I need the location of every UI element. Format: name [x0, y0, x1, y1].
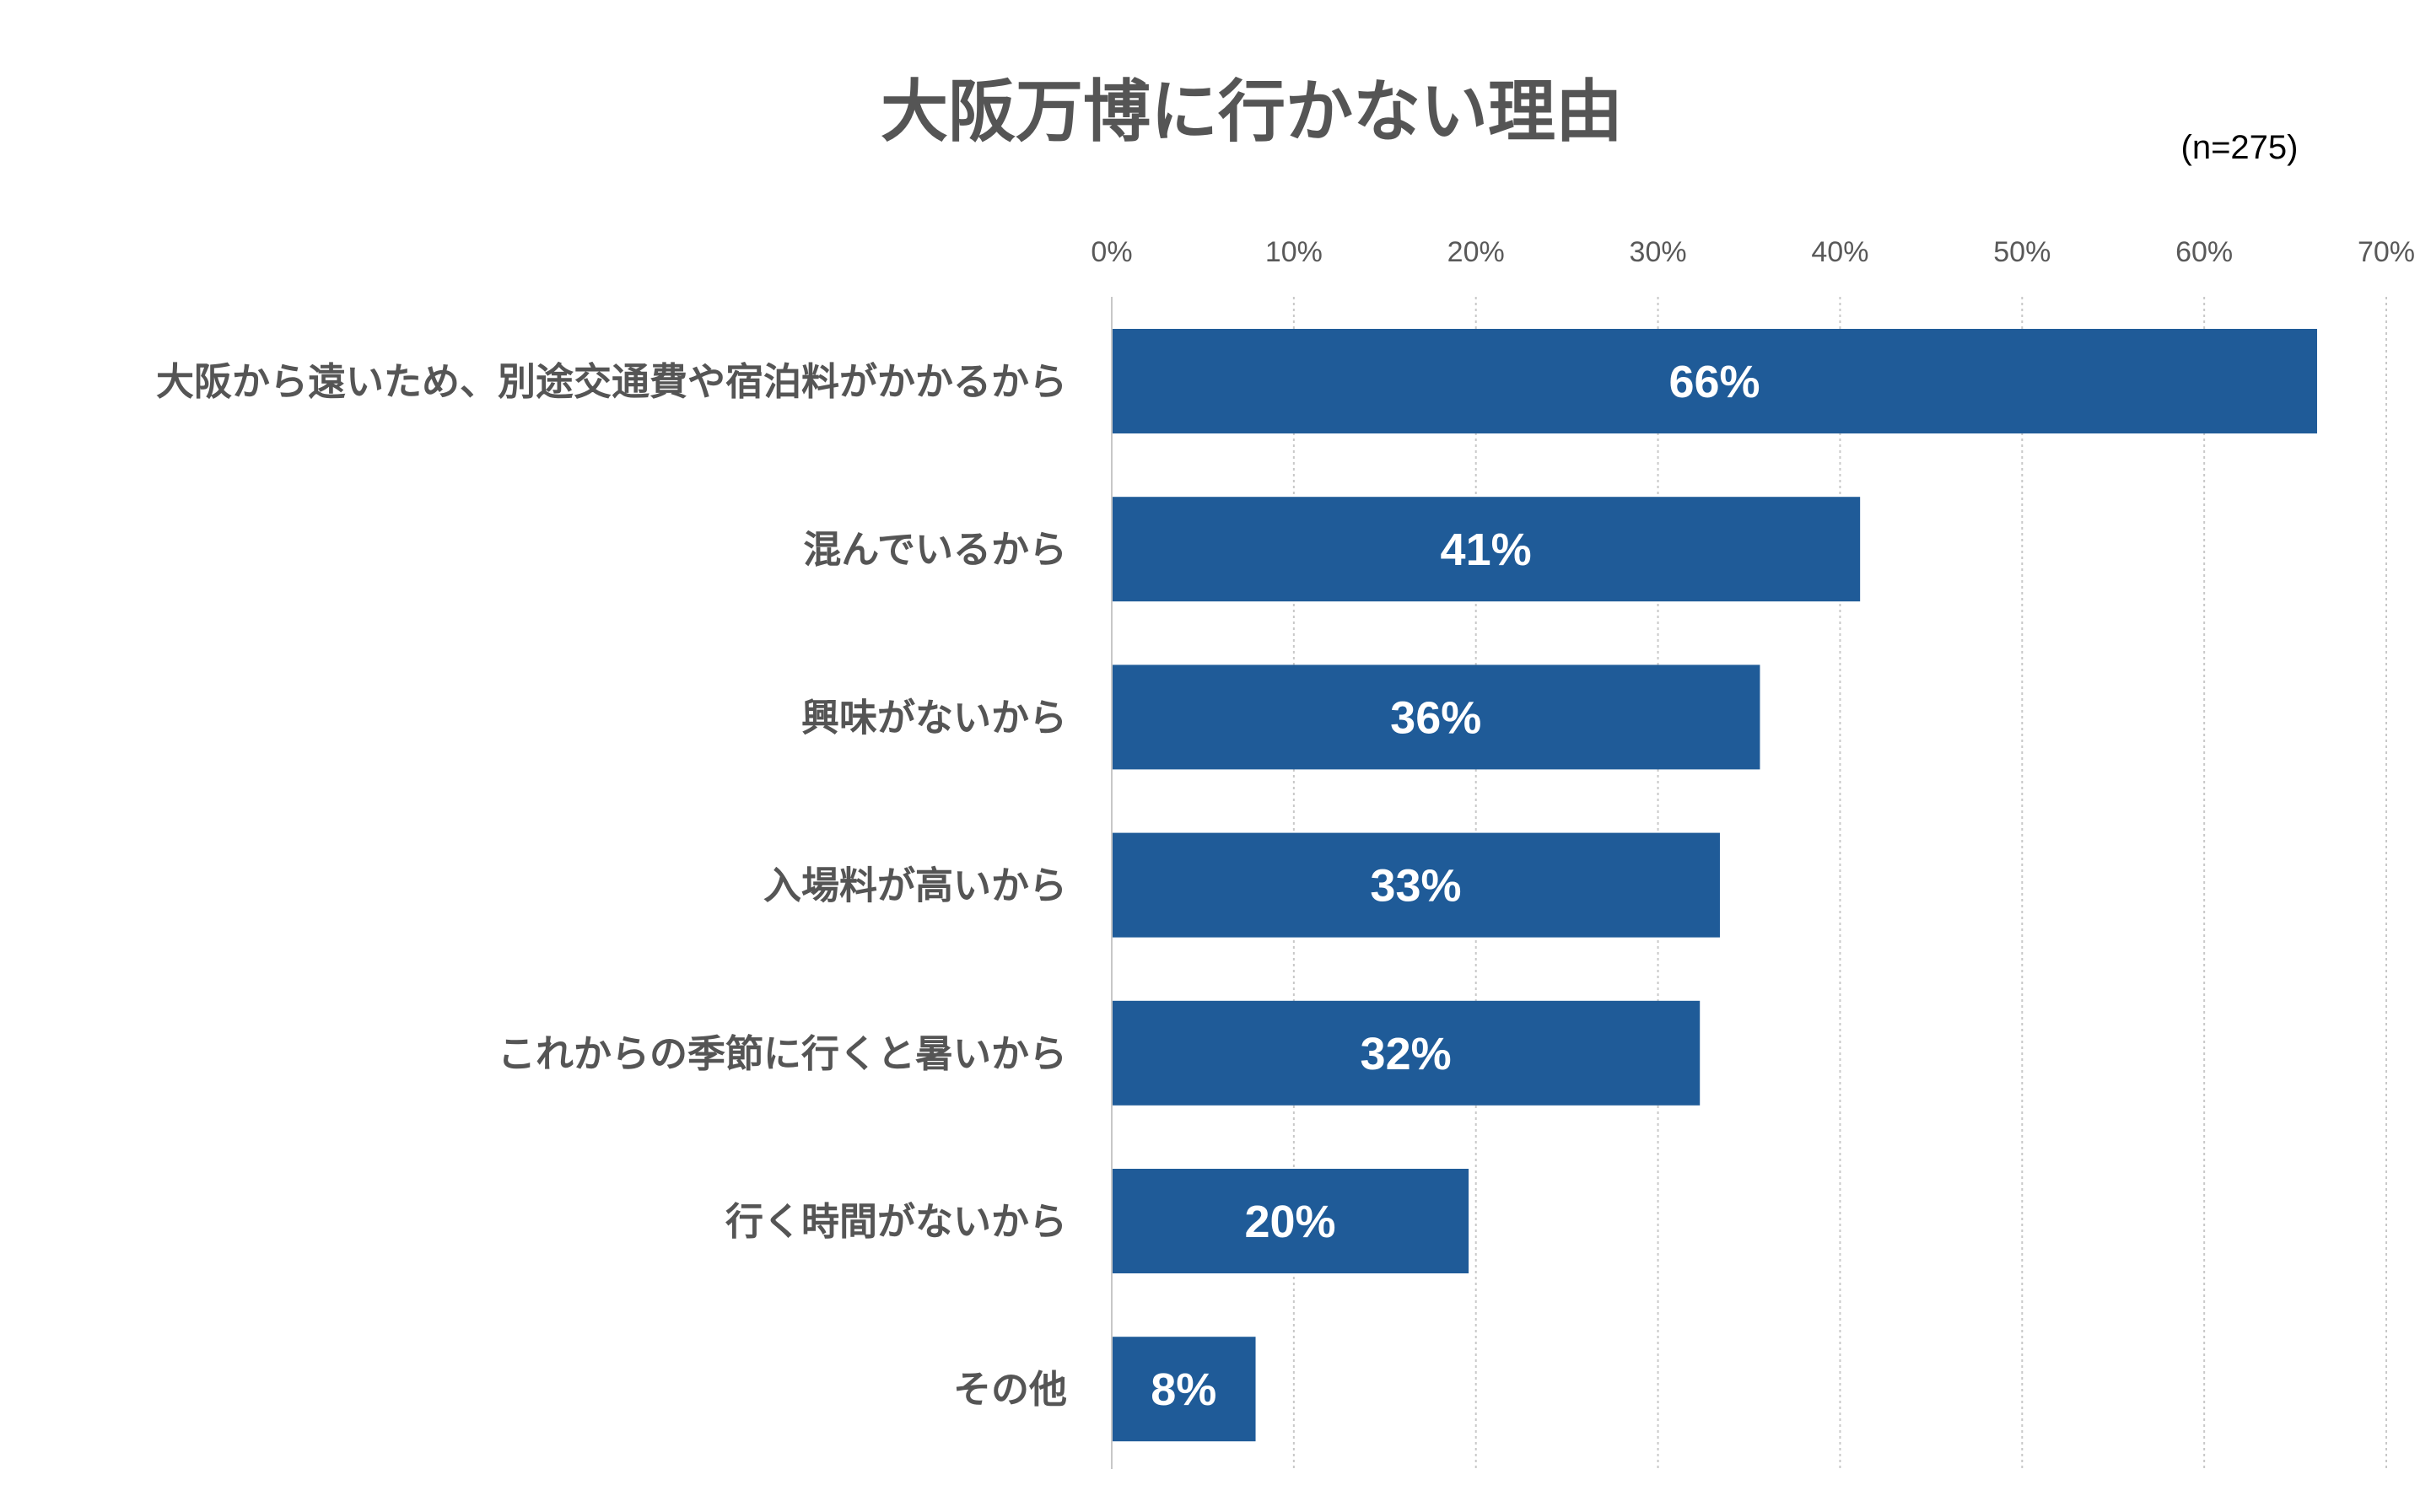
x-tick-label: 0%: [1091, 236, 1132, 268]
category-label: 興味がないから: [801, 695, 1067, 740]
category-label: 混んでいるから: [803, 527, 1067, 572]
bar-value-label: 32%: [1361, 1029, 1452, 1079]
x-tick-label: 10%: [1265, 236, 1323, 268]
bar: [1112, 1337, 1256, 1442]
chart-title: 大阪万博に行かない理由: [881, 73, 1623, 151]
data-labels: 66% 41% 36% 33% 32% 20% 8%: [1151, 357, 1760, 1415]
category-labels: 大阪から遠いため、別途交通費や宿泊料がかかるから混んでいるから興味がないから入場…: [156, 359, 1067, 1412]
category-label: 行く時間がないから: [725, 1199, 1067, 1244]
x-tick-label: 60%: [2175, 236, 2233, 268]
x-tick-label: 20%: [1447, 236, 1505, 268]
category-label: これからの季節に行くと暑いから: [498, 1031, 1067, 1076]
bar: [1112, 1000, 1701, 1106]
x-tick-label: 30%: [1630, 236, 1687, 268]
bar-value-label: 41%: [1441, 525, 1532, 575]
bar-value-label: 66%: [1668, 357, 1760, 407]
category-label: その他: [953, 1367, 1067, 1412]
bar-value-label: 20%: [1244, 1197, 1335, 1247]
sample-size-note: (n=275): [2181, 129, 2299, 166]
bar: [1112, 1169, 1469, 1273]
bar: [1112, 497, 1861, 602]
bars: [1112, 329, 2317, 1442]
bar: [1112, 832, 1720, 938]
bar: [1112, 329, 2317, 433]
bar-value-label: 33%: [1370, 861, 1461, 912]
bar-value-label: 36%: [1390, 692, 1481, 743]
x-axis-tick-labels: 0% 10% 20% 30% 40% 50% 60% 70%: [1091, 236, 2415, 268]
x-tick-label: 70%: [2358, 236, 2415, 268]
category-label: 大阪から遠いため、別途交通費や宿泊料がかかるから: [156, 359, 1067, 404]
x-tick-label: 50%: [1993, 236, 2051, 268]
x-tick-label: 40%: [1811, 236, 1868, 268]
category-label: 入場料が高いから: [763, 864, 1067, 908]
bar: [1112, 665, 1760, 770]
bar-value-label: 8%: [1151, 1364, 1216, 1415]
